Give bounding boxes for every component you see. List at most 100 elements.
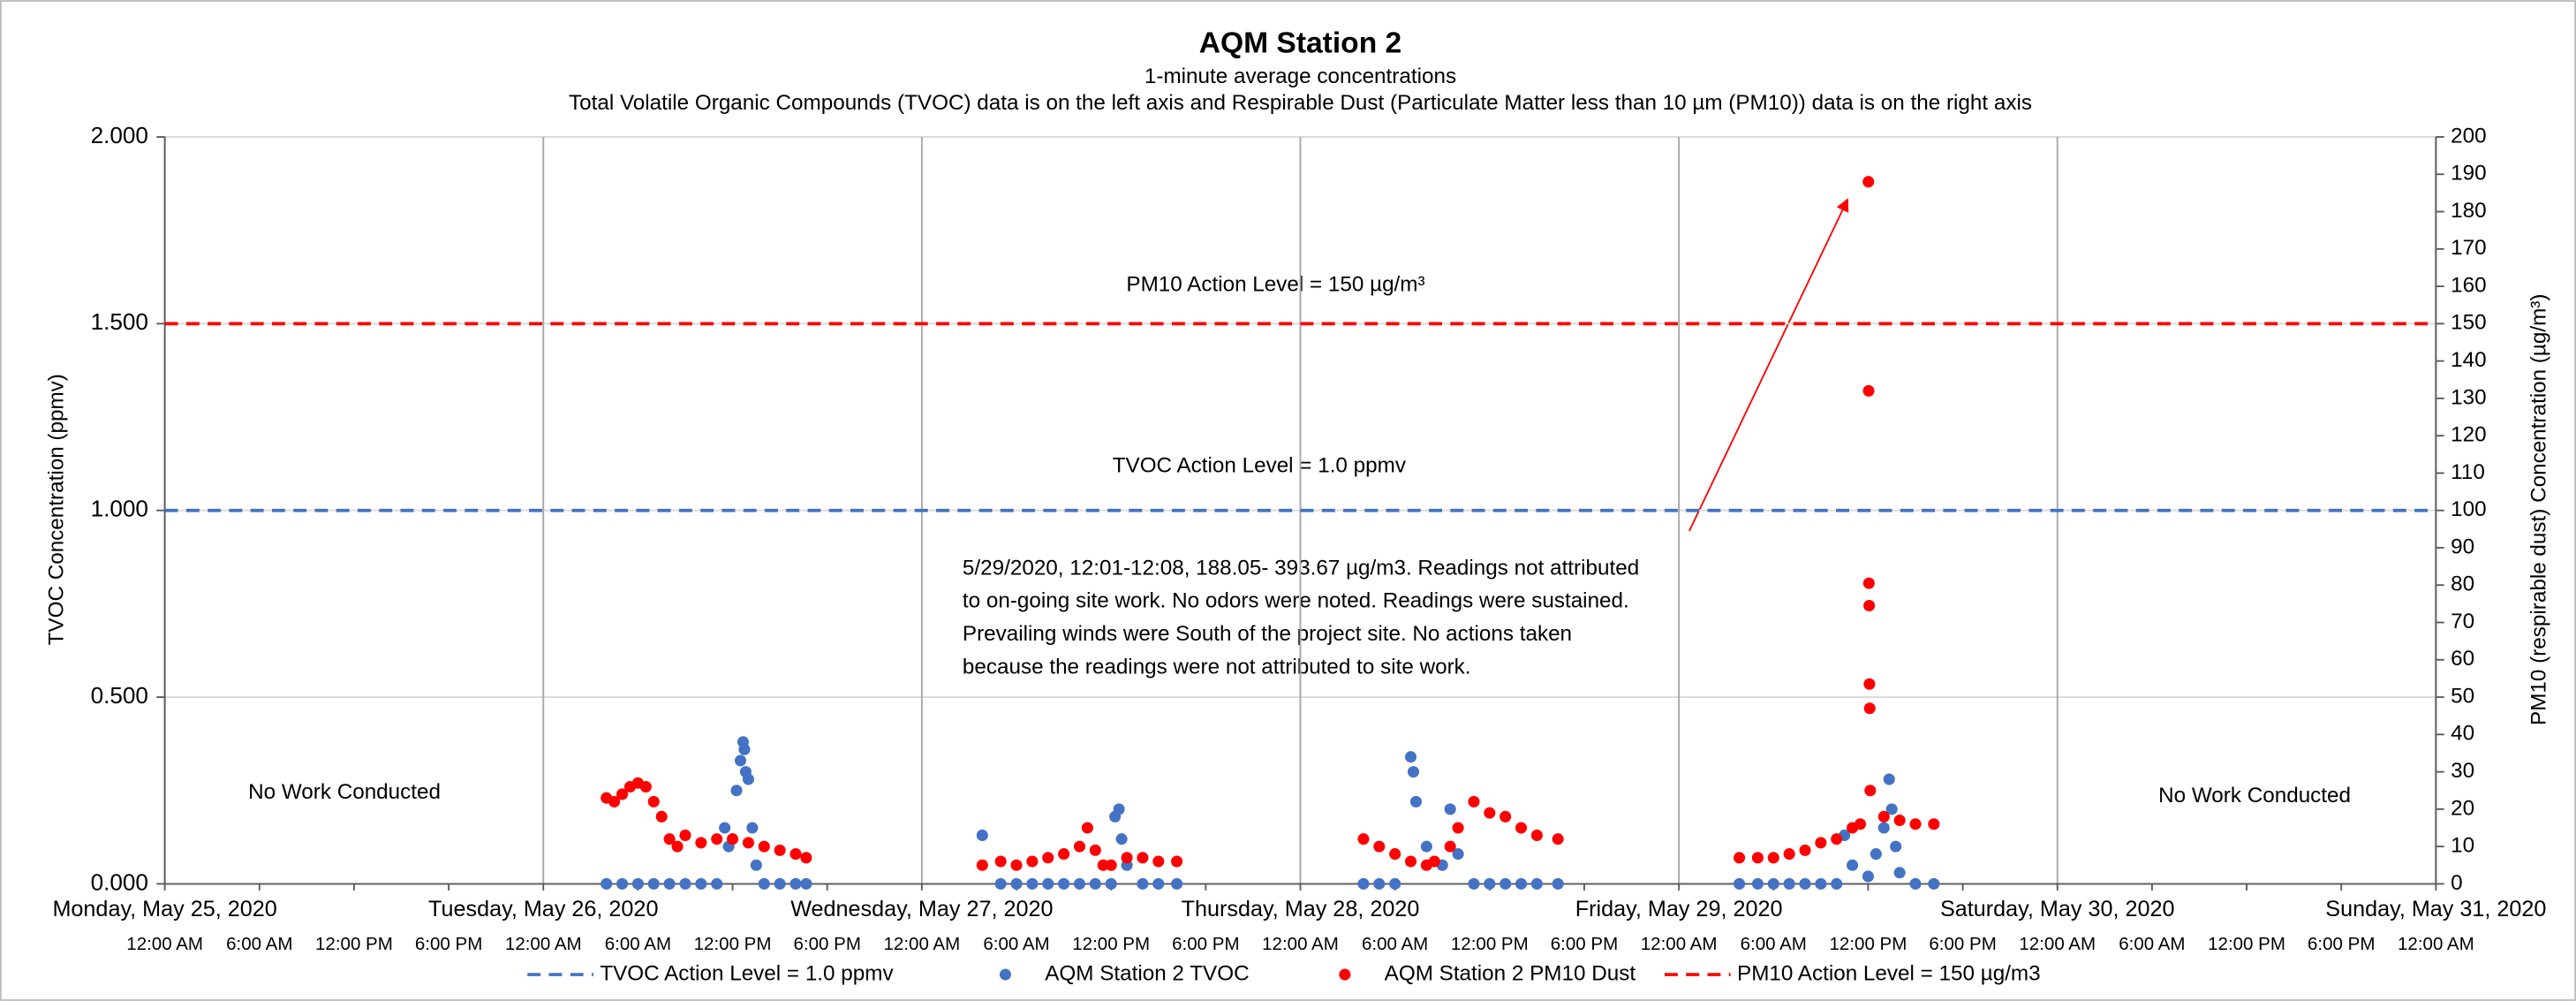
data-point — [711, 833, 723, 846]
day-label: Tuesday, May 26, 2020 — [428, 897, 658, 921]
data-point — [1404, 855, 1417, 868]
annotation: TVOC Action Level = 1.0 ppmv — [1113, 454, 1407, 478]
x-tick-label: 6:00 AM — [2119, 934, 2185, 954]
x-tick-label: 12:00 PM — [1072, 934, 1150, 954]
data-point — [1389, 877, 1401, 890]
data-point — [742, 837, 754, 849]
data-point — [1409, 795, 1422, 808]
data-point — [1404, 751, 1417, 763]
x-tick-label: 12:00 AM — [884, 934, 961, 954]
data-point — [647, 877, 660, 890]
data-point — [789, 848, 802, 861]
data-point — [671, 840, 684, 853]
data-point — [1113, 803, 1125, 815]
data-point — [800, 877, 812, 890]
data-point — [1928, 818, 1940, 830]
data-point — [1863, 678, 1876, 690]
y-tick-label: 1.500 — [91, 308, 148, 335]
data-point — [1444, 840, 1456, 853]
y2-tick-label: 90 — [2451, 535, 2474, 558]
annotation-arrow — [1688, 198, 1849, 532]
x-tick-label: 6:00 PM — [2308, 934, 2375, 954]
data-point — [719, 822, 731, 834]
data-point — [994, 855, 1007, 868]
data-point — [1389, 848, 1401, 861]
y2-tick-label: 30 — [2451, 759, 2474, 783]
y2-tick-label: 120 — [2451, 423, 2486, 447]
data-point — [711, 877, 723, 890]
data-point — [976, 859, 988, 871]
data-point — [1420, 840, 1432, 853]
data-point — [1831, 877, 1843, 890]
y-tick-label: 0.500 — [91, 682, 148, 709]
chart-subtitle: 1-minute average concentrations — [1144, 64, 1456, 88]
x-tick-label: 6:00 AM — [1362, 934, 1428, 954]
data-point — [1010, 877, 1023, 890]
data-point — [1909, 818, 1922, 830]
data-point — [1357, 877, 1370, 890]
day-label: Saturday, May 30, 2020 — [1940, 897, 2175, 921]
chart-subtitle: Total Volatile Organic Compounds (TVOC) … — [569, 91, 2032, 115]
data-point — [1137, 852, 1149, 864]
y2-tick-label: 0 — [2451, 871, 2463, 895]
data-point — [1815, 837, 1827, 849]
data-point — [1862, 870, 1874, 883]
legend-label: PM10 Action Level = 150 µg/m3 — [1737, 961, 2041, 985]
legend-label: TVOC Action Level = 1.0 ppmv — [600, 961, 894, 985]
y-tick-label: 2.000 — [91, 122, 148, 148]
x-tick-label: 12:00 AM — [505, 934, 582, 954]
chart-title: AQM Station 2 — [1199, 27, 1401, 59]
data-point — [1883, 773, 1895, 785]
y2-tick-label: 60 — [2451, 647, 2474, 671]
y2-tick-label: 70 — [2451, 610, 2474, 633]
y2-tick-label: 20 — [2451, 796, 2474, 820]
data-point — [1862, 176, 1875, 188]
y2-tick-label: 40 — [2451, 722, 2474, 746]
data-point — [1862, 577, 1875, 589]
y2-tick-label: 130 — [2451, 385, 2486, 409]
x-tick-label: 12:00 AM — [1641, 934, 1718, 954]
data-point — [1428, 855, 1440, 868]
day-label: Sunday, May 31, 2020 — [2325, 897, 2546, 921]
series — [601, 176, 1940, 871]
data-point — [1026, 877, 1039, 890]
y2-tick-label: 170 — [2451, 236, 2486, 260]
data-point — [608, 795, 621, 808]
day-label: Wednesday, May 27, 2020 — [790, 897, 1053, 921]
y2-tick-label: 50 — [2451, 684, 2474, 708]
y2-tick-label: 10 — [2451, 834, 2474, 858]
y2-tick-label: 80 — [2451, 573, 2474, 596]
y2-axis-label: PM10 (respirable dust) Concentration (µg… — [2527, 294, 2550, 725]
data-point — [1863, 599, 1876, 612]
y2-tick-label: 140 — [2451, 348, 2486, 372]
x-tick-label: 6:00 PM — [415, 934, 482, 954]
data-point — [655, 810, 668, 823]
data-point — [1171, 855, 1183, 868]
data-point — [1010, 859, 1023, 871]
data-point — [616, 877, 629, 890]
x-tick-label: 12:00 PM — [2208, 934, 2285, 954]
data-point — [1877, 822, 1890, 834]
data-point — [1893, 815, 1906, 827]
data-point — [1751, 877, 1764, 890]
data-point — [1854, 818, 1867, 830]
data-point — [1073, 877, 1085, 890]
data-point — [1042, 877, 1054, 890]
data-point — [679, 877, 691, 890]
data-point — [1137, 877, 1149, 890]
x-tick-label: 6:00 AM — [983, 934, 1049, 954]
x-tick-label: 12:00 AM — [2019, 934, 2096, 954]
data-point — [746, 822, 759, 834]
data-point — [1115, 833, 1128, 846]
legend-swatch — [1339, 968, 1351, 981]
data-point — [1468, 795, 1480, 808]
data-point — [1152, 855, 1165, 868]
data-point — [774, 877, 786, 890]
data-point — [1152, 877, 1165, 890]
x-tick-label: 6:00 PM — [1551, 934, 1618, 954]
data-point — [1767, 852, 1779, 864]
data-point — [1799, 877, 1811, 890]
data-point — [1484, 807, 1496, 819]
y2-tick-label: 190 — [2451, 162, 2486, 186]
data-point — [738, 743, 751, 755]
